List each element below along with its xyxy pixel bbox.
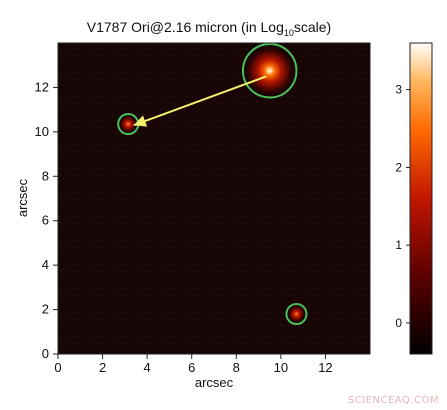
source-glow-3: [287, 304, 306, 324]
source-marker-circle-3: [285, 302, 308, 326]
x-tick-label: 10: [274, 360, 288, 375]
source-glow-1: [244, 45, 296, 97]
colorbar: 0 1 2 3: [395, 42, 433, 355]
plot-area: [57, 42, 371, 355]
y-tick-label: 0: [42, 346, 49, 361]
y-tick-label: 6: [42, 213, 49, 228]
y-tick-label: 4: [42, 257, 49, 272]
colorbar-tick-label: 2: [395, 160, 402, 174]
y-axis-label: arcsec: [15, 178, 30, 217]
x-tick-label: 12: [318, 360, 332, 375]
colorbar-gradient: [409, 42, 433, 355]
x-tick-label: 6: [188, 360, 195, 375]
colorbar-tick-label: 3: [395, 83, 402, 97]
colorbar-tick-label: 0: [395, 316, 402, 330]
source-glow-2: [119, 115, 138, 134]
plot-frame: [57, 42, 371, 355]
x-tick-label: 2: [99, 360, 106, 375]
x-tick-label: 8: [233, 360, 240, 375]
plot-background: [58, 43, 370, 354]
y-tick-label: 2: [42, 302, 49, 317]
x-tick-label: 0: [54, 360, 61, 375]
y-tick-label: 12: [35, 79, 49, 94]
y-tick-label: 8: [42, 168, 49, 183]
y-tick-label: 10: [35, 124, 49, 139]
source-marker-circle-1: [241, 43, 298, 99]
pointer-arrow-line: [133, 75, 267, 127]
colorbar-tick-label: 1: [395, 238, 402, 252]
x-tick-label: 4: [144, 360, 151, 375]
x-axis-label: arcsec: [195, 375, 234, 390]
watermark: SCIENCEAQ.COM: [347, 395, 439, 406]
chart-title: V1787 Ori@2.16 micron (in Log10scale): [87, 19, 331, 38]
pointer-arrow-head: [133, 115, 148, 127]
